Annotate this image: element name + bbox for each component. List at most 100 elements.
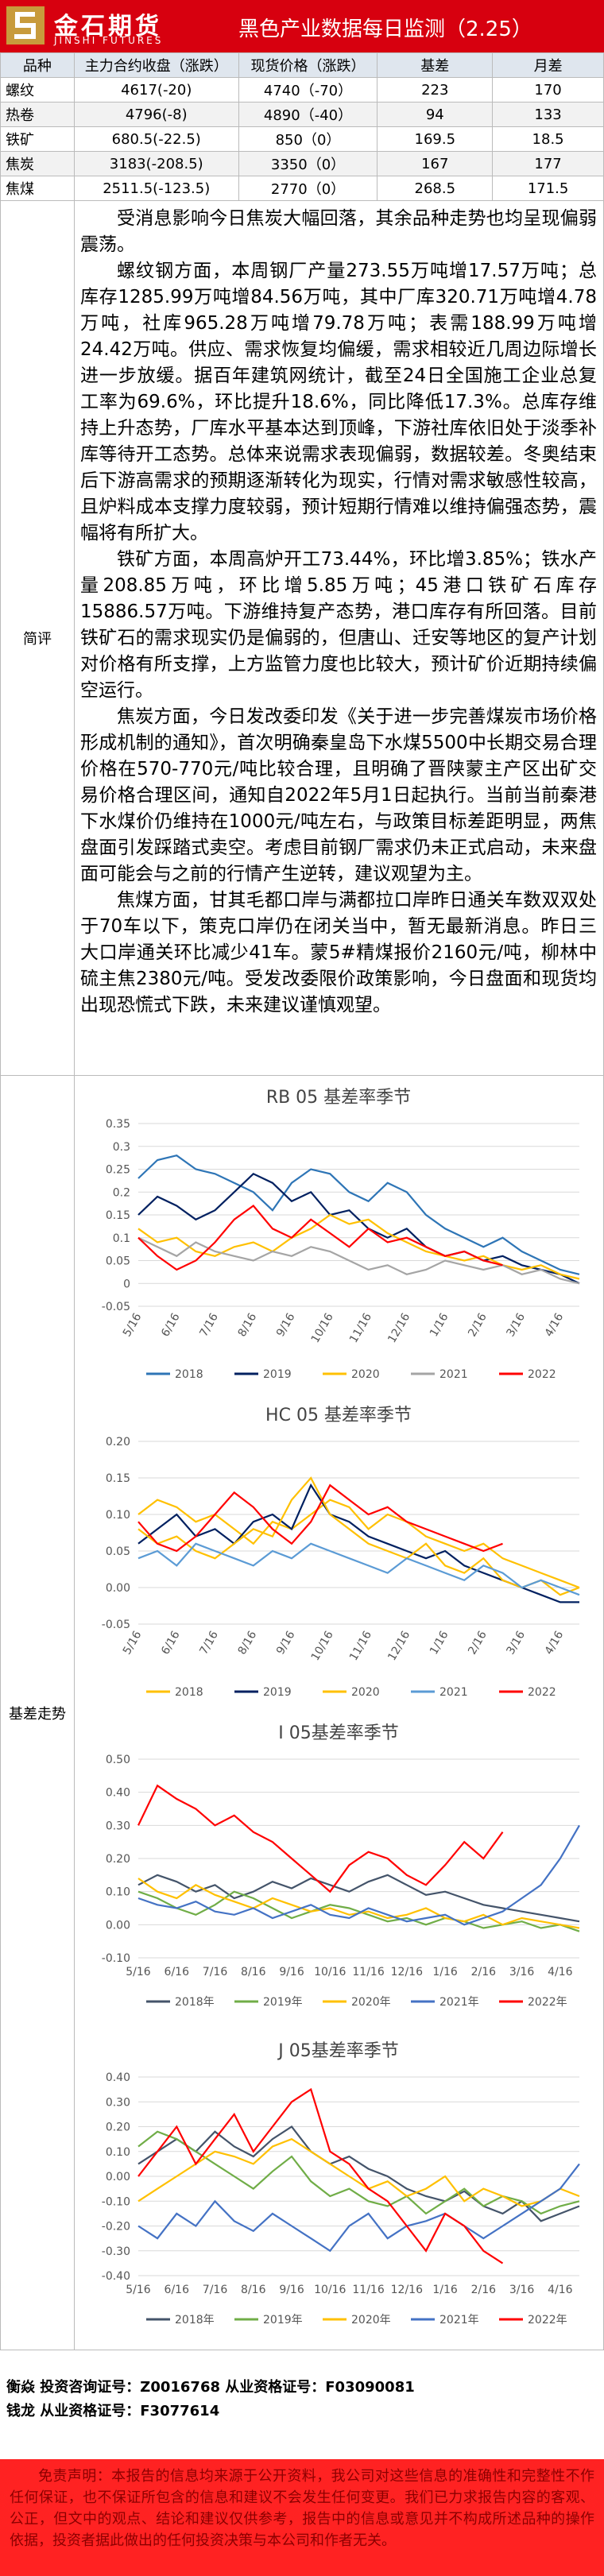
x-tick-label: 6/16 bbox=[165, 1966, 190, 1978]
legend-label: 2018 bbox=[175, 1686, 203, 1699]
cell: 4740（-70） bbox=[238, 77, 378, 102]
chart: J 05基差率季节 -0.40 -0.30 -0.20 -0.10 0.00 0.10 0.2… bbox=[102, 2041, 580, 2327]
y-tick-label: -0.05 bbox=[102, 1301, 130, 1313]
x-tick-label: 4/16 bbox=[548, 2284, 573, 2296]
logo-cn: 金石期货 bbox=[54, 13, 162, 41]
x-tick-label: 9/16 bbox=[279, 2284, 304, 2296]
cell: 热卷 bbox=[0, 102, 75, 127]
x-tick-label: 4/16 bbox=[543, 1311, 567, 1339]
x-tick-label: 3/16 bbox=[509, 1966, 535, 1978]
x-tick-label: 1/16 bbox=[432, 1966, 458, 1978]
y-tick-label: -0.05 bbox=[102, 1619, 130, 1631]
series-line bbox=[137, 1155, 580, 1275]
y-tick-label: 0.15 bbox=[106, 1209, 130, 1222]
y-tick-label: 0.25 bbox=[106, 1164, 130, 1177]
y-tick-label: 0.00 bbox=[106, 1582, 130, 1595]
series-line bbox=[137, 1784, 504, 1893]
legend-label: 2019年 bbox=[263, 1996, 303, 2009]
y-tick-label: 0.30 bbox=[106, 2096, 130, 2109]
legend-label: 2021年 bbox=[439, 1996, 479, 2009]
review-text: 受消息影响今日焦炭大幅回落，其余品种走势也均呈现偏弱震荡。螺纹钢方面，本周钢厂产… bbox=[80, 206, 597, 1075]
logo: 金石期货 JINSHI FUTURES bbox=[5, 5, 219, 48]
legend-label: 2022年 bbox=[528, 1996, 567, 2009]
row: 焦炭 3183(-208.5) 3350（0） 167 177 bbox=[0, 151, 604, 176]
series-line bbox=[137, 1483, 503, 1553]
review-section: 简评 受消息影响今日焦炭大幅回落，其余品种走势也均呈现偏弱震荡。螺纹钢方面，本周… bbox=[0, 200, 604, 1076]
y-tick-label: -0.20 bbox=[102, 2221, 130, 2234]
cell: 94 bbox=[377, 102, 494, 127]
cell: 171.5 bbox=[492, 176, 604, 201]
cell: 169.5 bbox=[377, 126, 494, 152]
x-tick-label: 2/16 bbox=[471, 1966, 497, 1978]
chart: HC 05 基差率季节 -0.05 0.00 0.05 0.10 0.15 0.20 5/16… bbox=[102, 1406, 580, 1699]
x-tick-label: 2/16 bbox=[466, 1311, 490, 1339]
series-line bbox=[137, 1824, 580, 1926]
row: 螺纹 4617(-20) 4740（-70） 223 170 bbox=[0, 77, 604, 102]
cell: 4796(-8) bbox=[73, 102, 239, 127]
x-tick-label: 11/16 bbox=[352, 1966, 384, 1978]
y-tick-label: 0.30 bbox=[106, 1820, 130, 1832]
cell: 680.5(-22.5) bbox=[73, 126, 239, 152]
series-line bbox=[137, 1172, 580, 1285]
cell: 167 bbox=[377, 151, 494, 176]
cell: 133 bbox=[492, 102, 604, 127]
paragraph: 受消息影响今日焦炭大幅回落，其余品种走势也均呈现偏弱震荡。 bbox=[80, 208, 597, 255]
series-line bbox=[137, 2087, 504, 2265]
series-line bbox=[137, 1499, 580, 1589]
x-tick-label: 9/16 bbox=[274, 1629, 298, 1657]
chart: RB 05 基差率季节 -0.05 0 0.05 0.1 0.15 0.2 0.25 0.3 0.… bbox=[102, 1088, 580, 1381]
data-table: 品种 主力合约收盘（涨跌） 现货价格（涨跌） 基差 月差 螺纹 4617(-20) 4740（… bbox=[0, 52, 604, 201]
cell: 223 bbox=[377, 77, 494, 102]
cell: 焦炭 bbox=[0, 151, 75, 176]
x-tick-label: 7/16 bbox=[197, 1311, 221, 1339]
y-tick-label: -0.10 bbox=[102, 2195, 130, 2208]
legend-label: 2022年 bbox=[528, 2314, 567, 2327]
analyst: 衡焱 投资咨询证号：Z0016768 从业资格证号：F03090081 bbox=[6, 2379, 415, 2396]
cell: 4890（-40） bbox=[238, 102, 378, 127]
x-tick-label: 12/16 bbox=[385, 1629, 412, 1663]
series-line bbox=[137, 1236, 580, 1285]
y-tick-label: 0.10 bbox=[106, 1509, 130, 1522]
review-label: 简评 bbox=[1, 201, 75, 1075]
y-tick-label: 0.50 bbox=[106, 1754, 130, 1766]
x-tick-label: 1/16 bbox=[428, 1629, 451, 1657]
cell: 2511.5(-123.5) bbox=[73, 176, 239, 201]
legend-label: 2019年 bbox=[263, 2314, 303, 2327]
series-line bbox=[137, 1205, 503, 1271]
series-line bbox=[137, 1476, 580, 1596]
chart-title: J 05基差率季节 bbox=[277, 2041, 398, 2061]
legend-label: 2022 bbox=[528, 1686, 556, 1699]
x-tick-label: 4/16 bbox=[548, 1966, 573, 1978]
header-cell: 基差 bbox=[377, 52, 494, 78]
x-tick-label: 12/16 bbox=[391, 1966, 423, 1978]
legend-label: 2018年 bbox=[175, 1996, 215, 2009]
y-tick-label: -0.40 bbox=[102, 2270, 130, 2283]
x-tick-label: 5/16 bbox=[121, 1629, 145, 1657]
row: 焦煤 2511.5(-123.5) 2770（0） 268.5 171.5 bbox=[0, 176, 604, 201]
x-tick-label: 11/16 bbox=[352, 2284, 384, 2296]
x-tick-label: 11/16 bbox=[347, 1311, 374, 1345]
header-cell: 月差 bbox=[492, 52, 604, 78]
paragraph: 螺纹钢方面，本周钢厂产量273.55万吨增17.57万吨；总库存1285.99万… bbox=[80, 261, 597, 543]
chart-title: I 05基差率季节 bbox=[278, 1723, 398, 1743]
x-tick-label: 5/16 bbox=[126, 1966, 151, 1978]
cell: 18.5 bbox=[492, 126, 604, 152]
x-tick-label: 11/16 bbox=[347, 1629, 374, 1663]
legend-label: 2021 bbox=[439, 1368, 468, 1381]
x-tick-label: 8/16 bbox=[241, 2284, 266, 2296]
y-tick-label: 0.10 bbox=[106, 2146, 130, 2159]
y-tick-label: 0.35 bbox=[106, 1118, 130, 1131]
legend-label: 2018年 bbox=[175, 2314, 215, 2327]
y-tick-label: 0.20 bbox=[106, 2122, 130, 2134]
x-tick-label: 8/16 bbox=[236, 1629, 260, 1657]
x-tick-label: 3/16 bbox=[504, 1311, 528, 1339]
y-tick-label: 0.05 bbox=[106, 1255, 130, 1268]
y-tick-label: 0.05 bbox=[106, 1545, 130, 1558]
header-cell: 现货价格（涨跌） bbox=[238, 52, 378, 78]
x-tick-label: 8/16 bbox=[236, 1311, 260, 1339]
y-tick-label: 0.1 bbox=[113, 1232, 130, 1245]
basis-label: 基差走势 bbox=[1, 1076, 75, 2350]
header: 金石期货 JINSHI FUTURES 黑色产业数据每日监测（2.25） bbox=[0, 0, 604, 52]
x-tick-label: 3/16 bbox=[504, 1629, 528, 1657]
legend-label: 2021年 bbox=[439, 2314, 479, 2327]
